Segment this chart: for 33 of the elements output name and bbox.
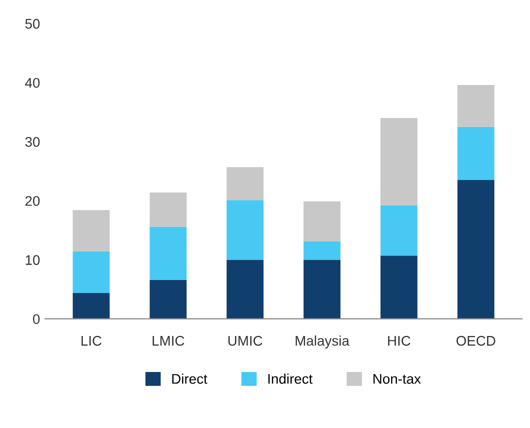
legend-label: Direct xyxy=(172,374,208,384)
x-tick-label: LIC xyxy=(82,336,102,346)
x-tick-label: UMIC xyxy=(228,336,262,346)
x-tick-label: OECD xyxy=(456,336,496,346)
bar xyxy=(72,252,110,293)
y-tick-label: 10 xyxy=(26,255,40,265)
bar xyxy=(150,280,187,319)
y-tick-label: 50 xyxy=(25,18,40,29)
bar xyxy=(304,260,340,319)
bar xyxy=(457,126,494,180)
x-tick-label: LMIC xyxy=(152,336,184,346)
x-tick-label: Malaysia xyxy=(296,336,350,348)
bar xyxy=(457,180,494,319)
bar xyxy=(226,200,264,260)
bar xyxy=(457,84,494,127)
bar xyxy=(380,256,418,319)
legend-label: Indirect xyxy=(268,374,313,384)
legend-label: Non-tax xyxy=(374,374,421,384)
bar xyxy=(150,192,187,227)
y-tick-label: 40 xyxy=(25,78,40,88)
bar xyxy=(226,167,264,200)
x-tick-label: HIC xyxy=(388,336,410,346)
bar xyxy=(72,210,110,252)
bar xyxy=(380,118,418,206)
y-tick-label: 30 xyxy=(25,137,40,147)
bar xyxy=(150,226,187,280)
bar xyxy=(226,260,264,319)
bar xyxy=(72,292,110,319)
bar xyxy=(380,205,418,256)
y-tick-label: 20 xyxy=(25,196,40,206)
y-tick-label: 0 xyxy=(33,314,40,324)
bar xyxy=(304,241,340,260)
bar xyxy=(304,201,340,242)
